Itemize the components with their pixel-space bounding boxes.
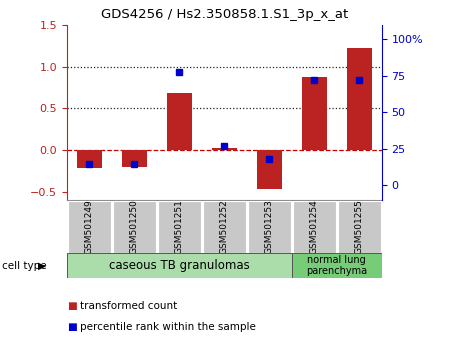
Text: GSM501251: GSM501251 (174, 199, 183, 254)
Text: normal lung
parenchyma: normal lung parenchyma (306, 255, 367, 276)
Text: ■: ■ (67, 322, 76, 332)
Bar (291, 253, 381, 278)
Text: GSM501253: GSM501253 (264, 199, 273, 254)
Bar (202, 200, 245, 253)
Bar (77, 150, 101, 168)
Bar (67, 253, 291, 278)
Bar (247, 200, 290, 253)
Text: GSM501249: GSM501249 (84, 199, 94, 254)
Text: GSM501254: GSM501254 (309, 199, 318, 254)
Bar (256, 150, 281, 189)
Text: transformed count: transformed count (80, 301, 177, 311)
Bar (157, 200, 201, 253)
Text: caseous TB granulomas: caseous TB granulomas (109, 259, 249, 272)
Text: ▶: ▶ (38, 261, 46, 271)
Bar (292, 200, 335, 253)
Text: GSM501252: GSM501252 (219, 199, 228, 254)
Text: ■: ■ (67, 301, 76, 311)
Bar (167, 93, 191, 150)
Text: GSM501255: GSM501255 (354, 199, 363, 254)
Bar (337, 200, 380, 253)
Title: GDS4256 / Hs2.350858.1.S1_3p_x_at: GDS4256 / Hs2.350858.1.S1_3p_x_at (101, 8, 347, 21)
Bar (112, 200, 156, 253)
Bar (212, 148, 236, 150)
Text: percentile rank within the sample: percentile rank within the sample (80, 322, 256, 332)
Text: cell type: cell type (2, 261, 47, 271)
Bar (301, 78, 326, 150)
Text: GSM501250: GSM501250 (129, 199, 139, 254)
Bar (67, 200, 111, 253)
Bar (122, 150, 146, 167)
Bar (346, 48, 371, 150)
